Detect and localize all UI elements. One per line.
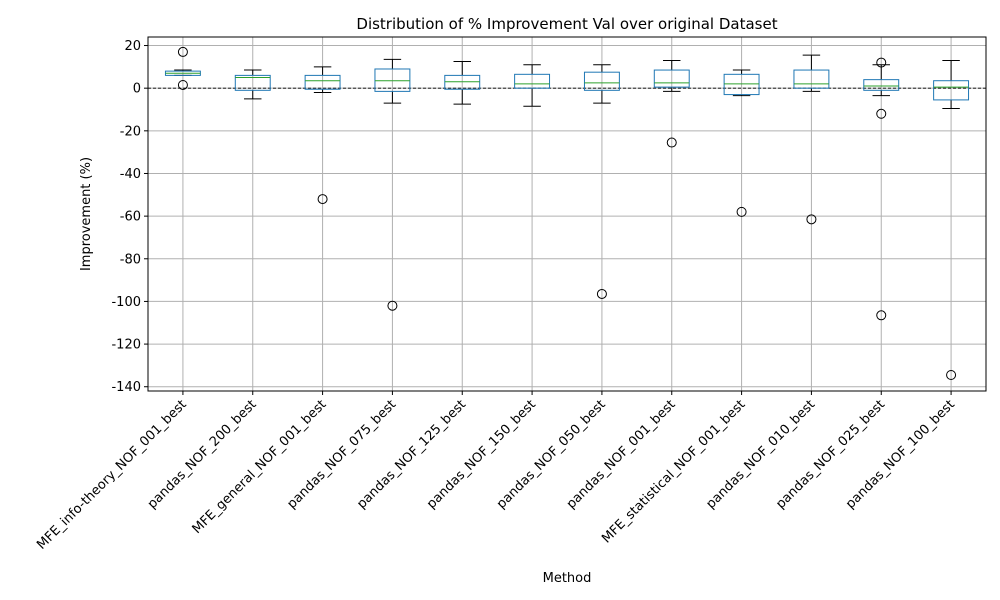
y-tick-label: -100 [111, 295, 141, 310]
y-tick-label: -120 [111, 338, 141, 353]
y-tick-label: -140 [111, 380, 141, 395]
outlier-point [177, 79, 188, 90]
box-pandas_NOF_100_best [933, 59, 970, 381]
box-MFE_general_NOF_001_best [304, 66, 341, 205]
box-iqr [723, 73, 760, 96]
box-pandas_NOF_075_best [374, 58, 411, 311]
y-tick-label: -20 [120, 124, 141, 139]
outlier-point [596, 288, 607, 299]
box-iqr [234, 74, 271, 91]
y-tick-label: -60 [120, 210, 141, 225]
outlier-point [317, 194, 328, 205]
y-axis-label: Improvement (%) [79, 157, 94, 271]
outlier-point [177, 46, 188, 57]
grid-lines [148, 37, 986, 391]
x-tick-label: MFE_general_NOF_001_best [190, 397, 330, 537]
y-tick-label: -40 [120, 167, 141, 182]
box-MFE_statistical_NOF_001_best [723, 69, 760, 217]
box-iqr [583, 71, 620, 91]
outlier-point [946, 370, 957, 381]
box-iqr [444, 74, 481, 90]
x-tick-label: MFE_statistical_NOF_001_best [599, 397, 748, 546]
box-pandas_NOF_150_best [514, 64, 551, 107]
box-iqr [933, 80, 970, 101]
y-tick-label: -80 [120, 252, 141, 267]
box-iqr [653, 69, 690, 88]
box-pandas_NOF_050_best [583, 64, 620, 299]
outlier-point [876, 57, 887, 68]
box-iqr [863, 79, 900, 91]
outlier-point [736, 206, 747, 217]
box-pandas_NOF_025_best [863, 57, 900, 321]
outlier-point [387, 300, 398, 311]
chart-title: Distribution of % Improvement Val over o… [356, 15, 777, 33]
plot-area-frame [147, 36, 987, 392]
box-pandas_NOF_125_best [444, 61, 481, 105]
boxes [164, 46, 970, 381]
box-pandas_NOF_010_best [793, 54, 830, 225]
box-MFE_info-theory_NOF_001_best [164, 46, 201, 90]
box-iqr [514, 73, 551, 89]
box-pandas_NOF_001_best [653, 59, 690, 148]
box-iqr [304, 74, 341, 90]
x-axis-ticks: MFE_info-theory_NOF_001_bestpandas_NOF_2… [34, 391, 958, 553]
box-iqr [793, 69, 830, 89]
y-axis-ticks: 20 0 -20 -40 -60 -80 -100 -120 -140 [111, 39, 148, 395]
y-tick-label: 0 [133, 82, 141, 97]
outlier-point [806, 214, 817, 225]
outlier-point [876, 310, 887, 321]
box-iqr [374, 68, 411, 92]
box-pandas_NOF_200_best [234, 69, 271, 100]
outlier-point [876, 108, 887, 119]
x-tick-label: MFE_info-theory_NOF_001_best [34, 397, 190, 553]
x-axis-label: Method [543, 571, 592, 586]
y-tick-label: 20 [124, 39, 141, 54]
outlier-point [666, 137, 677, 148]
